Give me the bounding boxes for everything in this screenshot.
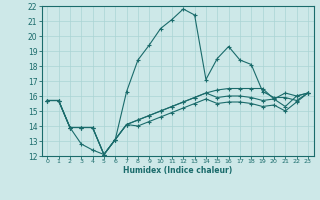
X-axis label: Humidex (Indice chaleur): Humidex (Indice chaleur) bbox=[123, 166, 232, 175]
